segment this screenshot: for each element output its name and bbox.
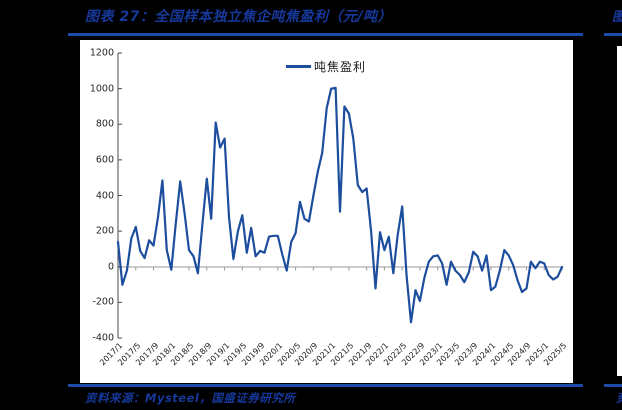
y-tick-label: 400 (95, 190, 114, 201)
bottom-rule (68, 384, 583, 387)
y-tick-label: 1200 (89, 47, 114, 59)
legend: 吨焦盈利 (286, 58, 366, 74)
profit-line-series (116, 86, 564, 324)
top-rule-adjacent-fragment (604, 33, 622, 36)
bottom-rule-adjacent-fragment (604, 384, 622, 387)
y-tick-label: 600 (95, 154, 114, 166)
y-tick-label: -200 (92, 296, 114, 308)
adjacent-chart-source-fragment: 资 (616, 390, 622, 406)
y-tick-label: 0 (107, 261, 114, 273)
legend-line-swatch-icon (286, 64, 311, 68)
chart-plot-area: 1200 1000 800 600 400 200 0 -200 -400 吨焦盈利 2017/… (80, 40, 573, 383)
legend-label: 吨焦盈利 (314, 59, 367, 74)
adjacent-chart-title-fragment: 图 (612, 6, 622, 22)
adjacent-chart-edge (617, 46, 622, 376)
y-tick-label: 1000 (89, 83, 114, 95)
top-rule (68, 33, 583, 36)
plot-svg (116, 52, 564, 339)
y-tick-label: -400 (92, 332, 114, 344)
source-note: 资料来源：Mysteel，国盛证券研究所 (85, 391, 296, 405)
y-tick-label: 200 (95, 225, 114, 237)
chart-title: 图表 27：全国样本独立焦企吨焦盈利（元/吨） (85, 9, 392, 25)
y-tick-label: 800 (95, 118, 114, 130)
